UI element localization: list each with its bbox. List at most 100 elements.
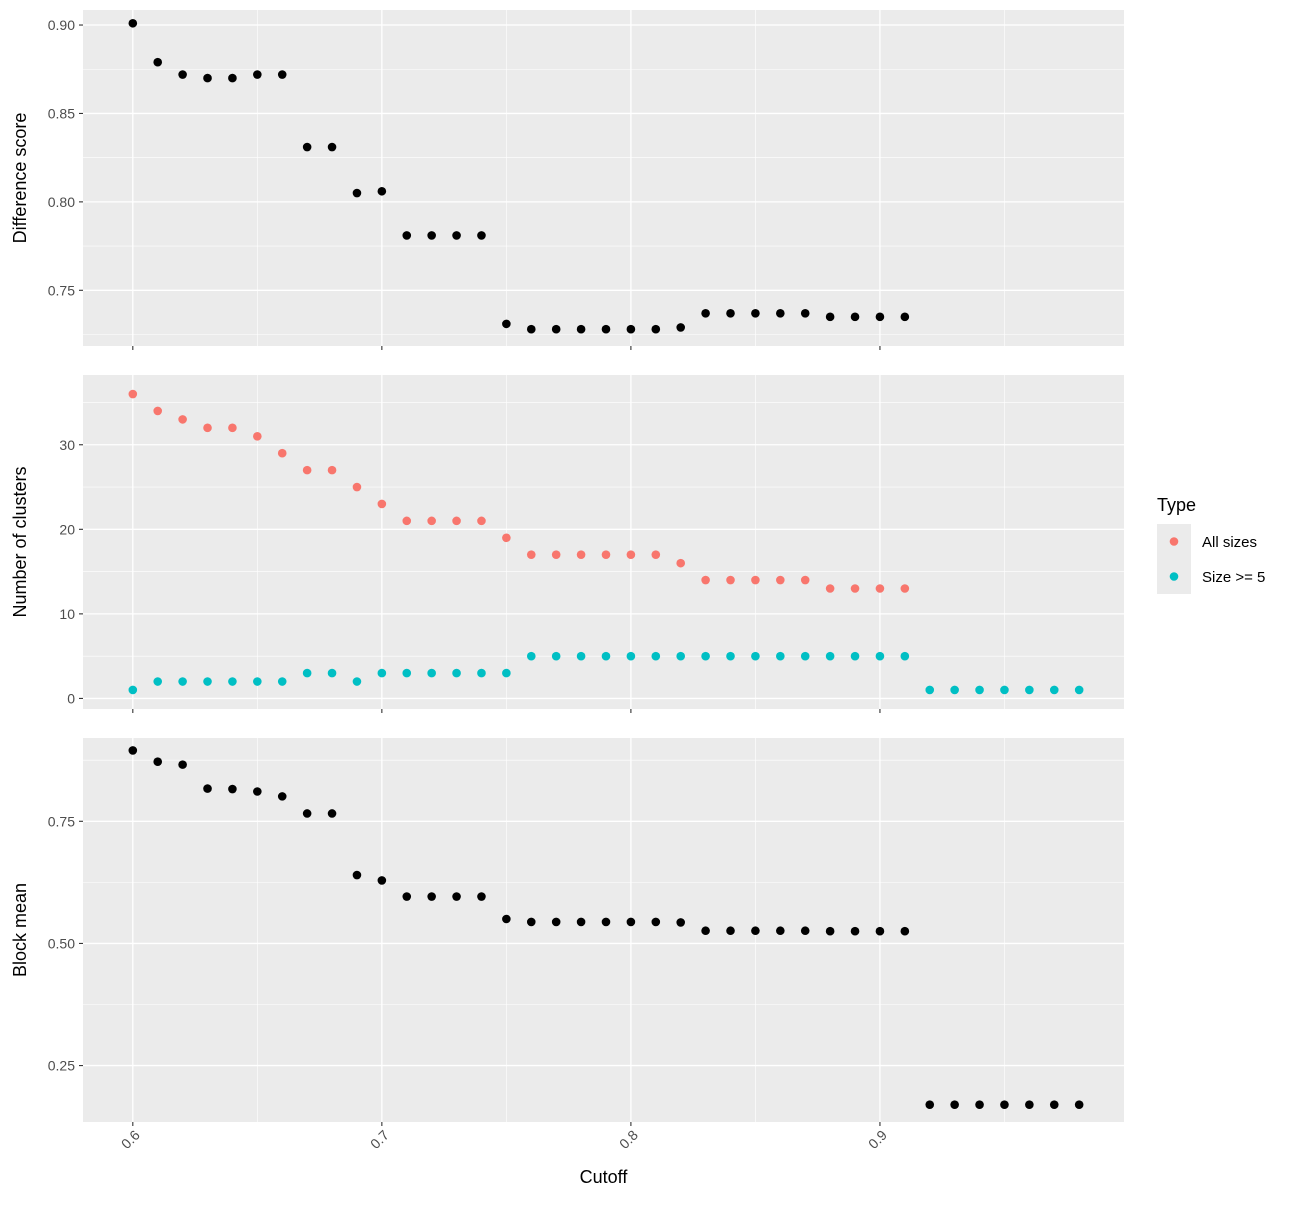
- data-point: [477, 516, 486, 526]
- data-point: [1049, 685, 1059, 695]
- data-point: [651, 324, 661, 334]
- data-point: [825, 584, 835, 593]
- data-point: [875, 651, 885, 661]
- data-point: [402, 668, 412, 678]
- legend-key-point: [1169, 572, 1179, 581]
- data-point: [502, 533, 511, 543]
- data-point: [228, 423, 237, 433]
- data-point: [800, 651, 810, 661]
- data-point: [800, 575, 810, 585]
- x-tick-label: 0.9: [865, 1127, 890, 1152]
- panel-background: [83, 10, 1124, 346]
- data-point: [277, 448, 287, 458]
- data-point: [352, 870, 362, 880]
- data-point: [551, 651, 561, 661]
- data-point: [676, 558, 686, 568]
- data-point: [551, 324, 561, 334]
- data-point: [800, 926, 810, 936]
- data-point: [228, 73, 237, 83]
- data-point: [601, 550, 611, 559]
- x-tick-label: 0.7: [367, 1127, 392, 1152]
- data-point: [327, 809, 337, 818]
- data-point: [452, 231, 461, 240]
- data-point: [402, 892, 412, 901]
- data-point: [726, 308, 735, 318]
- x-tick-label: 0.6: [118, 1127, 143, 1152]
- data-point: [751, 308, 760, 318]
- y-tick-label: 0: [67, 690, 75, 706]
- data-point: [776, 926, 785, 936]
- data-point: [975, 685, 984, 695]
- data-point: [203, 73, 212, 83]
- data-point: [502, 668, 511, 678]
- y-tick-label: 0.50: [48, 935, 75, 951]
- data-point: [352, 482, 362, 492]
- data-point: [153, 57, 163, 67]
- data-point: [327, 142, 337, 152]
- data-point: [551, 550, 561, 559]
- y-tick-label: 10: [59, 606, 75, 622]
- data-point: [277, 677, 287, 686]
- data-point: [1025, 1100, 1034, 1109]
- data-point: [327, 668, 337, 678]
- data-point: [875, 926, 885, 936]
- data-point: [701, 308, 710, 318]
- data-point: [477, 892, 486, 901]
- data-point: [526, 917, 536, 927]
- panel-2: 0 10 20 30 Number of clusters: [10, 375, 1124, 713]
- y-tick-label: 0.80: [48, 194, 75, 210]
- panel-background: [83, 738, 1124, 1122]
- data-point: [402, 231, 412, 240]
- data-point: [203, 423, 212, 433]
- data-point: [576, 550, 586, 559]
- data-point: [975, 1100, 984, 1109]
- data-point: [1074, 1100, 1084, 1109]
- data-point: [701, 651, 710, 661]
- panel-1: 0.75 0.80 0.85 0.90 Difference score: [10, 10, 1124, 350]
- data-point: [925, 685, 935, 695]
- data-point: [452, 668, 461, 678]
- data-point: [377, 499, 387, 509]
- data-point: [302, 668, 312, 678]
- data-point: [352, 677, 362, 686]
- data-point: [1074, 685, 1084, 695]
- y-axis-label: Block mean: [10, 883, 30, 977]
- data-point: [253, 787, 262, 796]
- panel-3: 0.25 0.50 0.75 Block mean: [10, 738, 1124, 1126]
- data-point: [302, 142, 312, 152]
- data-point: [576, 324, 586, 334]
- data-point: [576, 917, 586, 927]
- data-point: [800, 308, 810, 318]
- data-point: [626, 324, 636, 334]
- y-axis-label: Number of clusters: [10, 466, 30, 617]
- data-point: [1000, 685, 1009, 695]
- data-point: [178, 760, 187, 769]
- data-point: [427, 668, 436, 678]
- data-point: [477, 231, 486, 240]
- data-point: [751, 651, 760, 661]
- data-point: [825, 926, 835, 936]
- data-point: [203, 784, 212, 793]
- legend-key-point: [1169, 537, 1179, 546]
- data-point: [626, 651, 636, 661]
- data-point: [402, 516, 412, 526]
- data-point: [178, 70, 187, 79]
- data-point: [377, 876, 387, 885]
- data-point: [526, 550, 536, 559]
- data-point: [850, 312, 860, 322]
- data-point: [228, 677, 237, 686]
- data-point: [1000, 1100, 1009, 1109]
- data-point: [626, 550, 636, 559]
- data-point: [676, 918, 686, 927]
- data-point: [601, 324, 611, 334]
- y-tick-label: 20: [59, 521, 75, 537]
- data-point: [178, 677, 187, 686]
- data-point: [701, 926, 710, 936]
- data-point: [302, 465, 312, 475]
- data-point: [502, 914, 511, 924]
- data-point: [377, 668, 387, 678]
- data-point: [128, 18, 138, 28]
- data-point: [651, 550, 661, 559]
- data-point: [502, 319, 511, 329]
